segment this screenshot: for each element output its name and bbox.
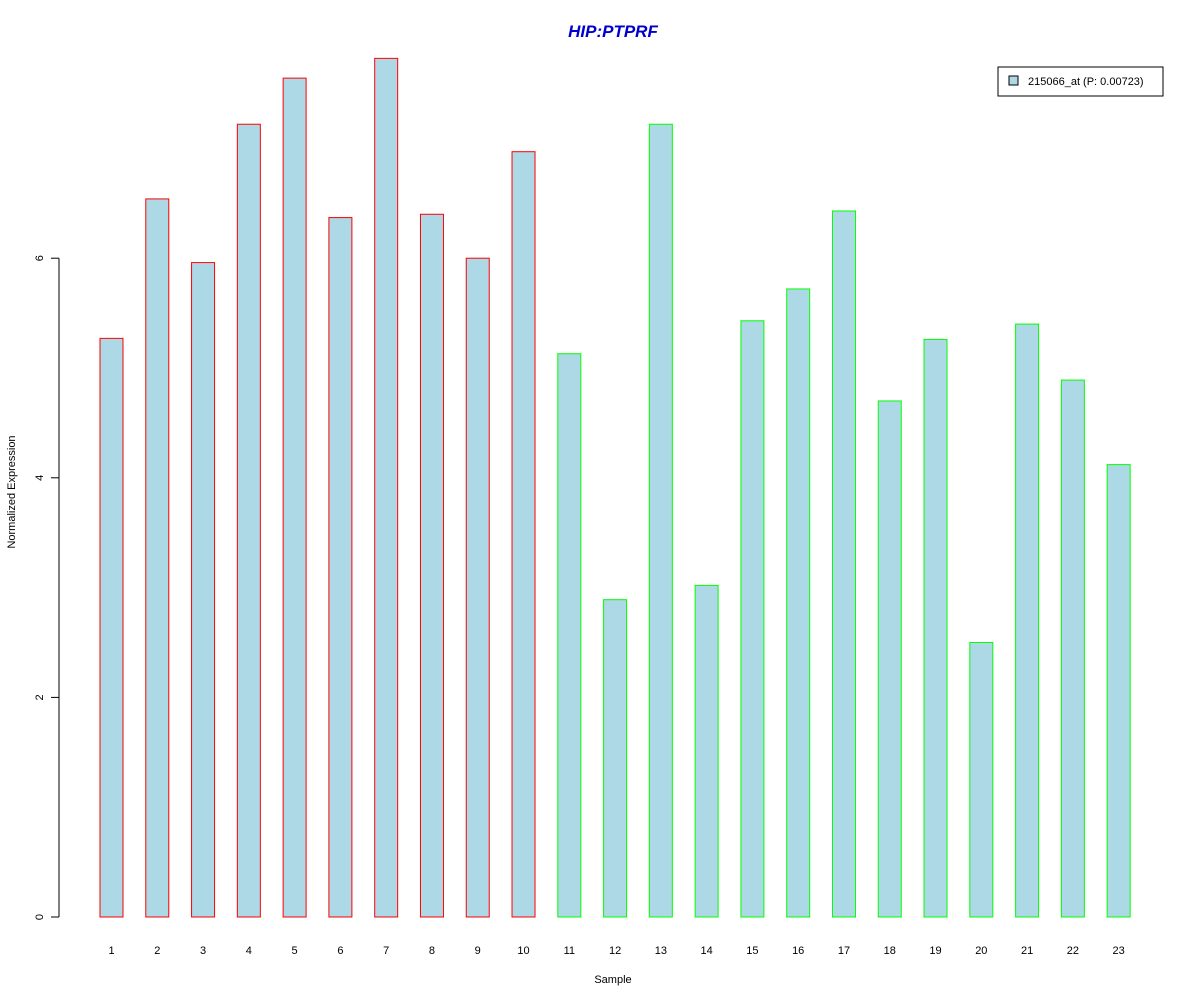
bar-sample-8	[420, 214, 443, 917]
bar-sample-14	[695, 585, 718, 917]
x-tick-label: 5	[292, 945, 298, 957]
bar-sample-10	[512, 152, 535, 917]
x-tick-label: 2	[154, 945, 160, 957]
bar-sample-15	[741, 321, 764, 917]
x-tick-label: 11	[564, 945, 575, 957]
bar-sample-12	[604, 600, 627, 917]
x-tick-label: 21	[1021, 945, 1033, 957]
bar-sample-1	[100, 338, 123, 917]
bar-sample-9	[466, 258, 489, 917]
x-tick-label: 10	[517, 945, 529, 957]
bar-sample-18	[878, 401, 901, 917]
y-tick-label: 4	[34, 475, 46, 481]
x-tick-label: 17	[838, 945, 850, 957]
legend-swatch	[1009, 76, 1018, 85]
legend: 215066_at (P: 0.00723)	[998, 67, 1163, 96]
bar-sample-20	[970, 643, 993, 918]
x-tick-label: 22	[1067, 945, 1079, 957]
y-tick-label: 2	[34, 694, 46, 700]
x-tick-label: 14	[701, 945, 713, 957]
bar-sample-4	[237, 124, 260, 917]
x-tick-label: 16	[792, 945, 804, 957]
y-tick-label: 6	[34, 255, 46, 261]
bars-group	[100, 58, 1130, 917]
bar-sample-7	[375, 58, 398, 917]
y-tick-label: 0	[34, 914, 46, 920]
x-tick-label: 19	[929, 945, 941, 957]
x-tick-label: 6	[337, 945, 343, 957]
bar-sample-23	[1107, 465, 1130, 917]
x-tick-label: 9	[475, 945, 481, 957]
bar-sample-21	[1016, 324, 1039, 917]
bar-sample-2	[146, 199, 169, 917]
y-axis: 0 2 4 6	[34, 255, 59, 920]
bar-sample-11	[558, 354, 581, 917]
x-tick-label: 20	[975, 945, 987, 957]
x-tick-label: 1	[108, 945, 114, 957]
x-tick-label: 4	[246, 945, 252, 957]
x-tick-label: 12	[609, 945, 621, 957]
x-tick-labels: 1 2 3 4 5 6 7 8 9 10 11 12 13 14 15 16 17 18 19 20 21 22 23	[108, 945, 1124, 957]
x-tick-label: 18	[884, 945, 896, 957]
bar-sample-3	[192, 263, 215, 917]
y-axis-label: Normalized Expression	[6, 435, 18, 548]
bar-sample-5	[283, 78, 306, 917]
bar-sample-22	[1061, 380, 1084, 917]
bar-sample-13	[649, 124, 672, 917]
x-tick-label: 15	[746, 945, 758, 957]
bar-sample-16	[787, 289, 810, 917]
chart-title: HIP:PTPRF	[568, 22, 658, 41]
x-axis-label: Sample	[594, 974, 631, 986]
x-tick-label: 7	[383, 945, 389, 957]
x-tick-label: 8	[429, 945, 435, 957]
x-tick-label: 23	[1113, 945, 1125, 957]
x-tick-label: 3	[200, 945, 206, 957]
bar-sample-6	[329, 218, 352, 917]
bar-sample-19	[924, 339, 947, 917]
x-tick-label: 13	[655, 945, 667, 957]
legend-label: 215066_at (P: 0.00723)	[1028, 76, 1144, 88]
bar-sample-17	[832, 211, 855, 917]
